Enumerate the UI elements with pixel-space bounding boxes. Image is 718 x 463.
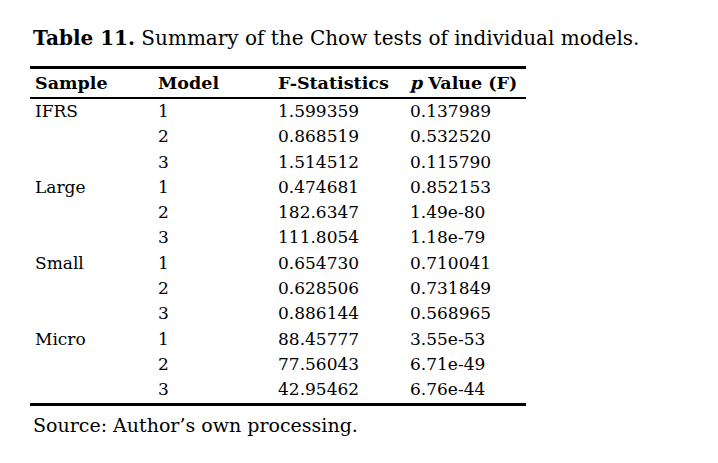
cell-f-statistic: 77.56043 bbox=[273, 352, 405, 377]
cell-p-value: 6.71e-49 bbox=[405, 352, 526, 377]
cell-sample bbox=[30, 276, 153, 301]
table-row: 2 0.628506 0.731849 bbox=[30, 276, 526, 301]
cell-model: 2 bbox=[153, 200, 273, 225]
cell-model: 2 bbox=[153, 352, 273, 377]
cell-p-value: 0.710041 bbox=[405, 251, 526, 276]
cell-p-value: 0.852153 bbox=[405, 175, 526, 200]
cell-sample bbox=[30, 124, 153, 149]
page: Table 11. Summary of the Chow tests of i… bbox=[0, 0, 718, 463]
cell-sample: Large bbox=[30, 175, 153, 200]
cell-f-statistic: 111.8054 bbox=[273, 225, 405, 250]
cell-model: 2 bbox=[153, 124, 273, 149]
header-row: Sample Model F-Statistics p Value (F) bbox=[30, 68, 526, 99]
table-row: 3 111.8054 1.18e-79 bbox=[30, 225, 526, 250]
table-row: Large 1 0.474681 0.852153 bbox=[30, 175, 526, 200]
source-note: Source: Author’s own processing. bbox=[33, 413, 358, 437]
cell-sample bbox=[30, 225, 153, 250]
cell-p-value: 0.532520 bbox=[405, 124, 526, 149]
table-row: Micro 1 88.45777 3.55e-53 bbox=[30, 327, 526, 352]
cell-sample bbox=[30, 200, 153, 225]
cell-f-statistic: 42.95462 bbox=[273, 377, 405, 404]
table-row: 2 77.56043 6.71e-49 bbox=[30, 352, 526, 377]
cell-p-value: 6.76e-44 bbox=[405, 377, 526, 404]
p-value-italic-p: p bbox=[410, 73, 422, 93]
cell-f-statistic: 0.886144 bbox=[273, 301, 405, 326]
cell-model: 1 bbox=[153, 327, 273, 352]
cell-model: 3 bbox=[153, 301, 273, 326]
table-row: 3 42.95462 6.76e-44 bbox=[30, 377, 526, 404]
table-row: Small 1 0.654730 0.710041 bbox=[30, 251, 526, 276]
cell-model: 3 bbox=[153, 225, 273, 250]
cell-model: 2 bbox=[153, 276, 273, 301]
cell-p-value: 1.49e-80 bbox=[405, 200, 526, 225]
table-caption-text: Summary of the Chow tests of individual … bbox=[135, 26, 639, 50]
table-caption-label: Table 11. bbox=[33, 26, 135, 50]
cell-f-statistic: 1.599359 bbox=[273, 98, 405, 124]
cell-model: 1 bbox=[153, 251, 273, 276]
cell-model: 3 bbox=[153, 150, 273, 175]
cell-sample bbox=[30, 377, 153, 404]
cell-p-value: 0.115790 bbox=[405, 150, 526, 175]
cell-p-value: 0.568965 bbox=[405, 301, 526, 326]
chow-test-table: Sample Model F-Statistics p Value (F) IF… bbox=[30, 66, 526, 406]
cell-f-statistic: 0.474681 bbox=[273, 175, 405, 200]
table-row: IFRS 1 1.599359 0.137989 bbox=[30, 98, 526, 124]
cell-model: 1 bbox=[153, 98, 273, 124]
cell-model: 1 bbox=[153, 175, 273, 200]
table-row: 2 182.6347 1.49e-80 bbox=[30, 200, 526, 225]
table-row: 3 1.514512 0.115790 bbox=[30, 150, 526, 175]
cell-model: 3 bbox=[153, 377, 273, 404]
cell-f-statistic: 0.868519 bbox=[273, 124, 405, 149]
column-header-sample: Sample bbox=[30, 68, 153, 99]
table-row: 2 0.868519 0.532520 bbox=[30, 124, 526, 149]
cell-f-statistic: 1.514512 bbox=[273, 150, 405, 175]
cell-f-statistic: 0.628506 bbox=[273, 276, 405, 301]
table-caption: Table 11. Summary of the Chow tests of i… bbox=[33, 26, 639, 50]
cell-f-statistic: 0.654730 bbox=[273, 251, 405, 276]
column-header-p-value: p Value (F) bbox=[405, 68, 526, 99]
cell-sample: IFRS bbox=[30, 98, 153, 124]
table-row: 3 0.886144 0.568965 bbox=[30, 301, 526, 326]
p-value-header-rest: Value (F) bbox=[422, 73, 517, 93]
cell-sample bbox=[30, 352, 153, 377]
cell-sample: Small bbox=[30, 251, 153, 276]
cell-p-value: 1.18e-79 bbox=[405, 225, 526, 250]
cell-f-statistic: 88.45777 bbox=[273, 327, 405, 352]
cell-sample bbox=[30, 301, 153, 326]
cell-p-value: 3.55e-53 bbox=[405, 327, 526, 352]
column-header-f-statistics: F-Statistics bbox=[273, 68, 405, 99]
cell-sample: Micro bbox=[30, 327, 153, 352]
cell-p-value: 0.137989 bbox=[405, 98, 526, 124]
cell-f-statistic: 182.6347 bbox=[273, 200, 405, 225]
column-header-model: Model bbox=[153, 68, 273, 99]
cell-p-value: 0.731849 bbox=[405, 276, 526, 301]
cell-sample bbox=[30, 150, 153, 175]
